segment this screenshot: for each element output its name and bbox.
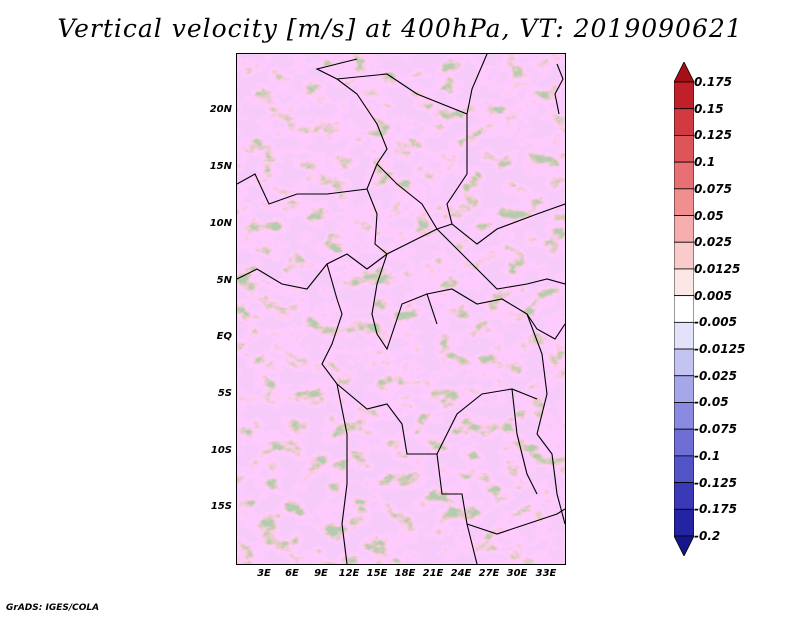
colorbar-label: -0.175 [694, 502, 737, 517]
colorbar-bin [674, 108, 694, 136]
colorbar-label: 0.075 [694, 181, 732, 196]
lat-label: 20N [209, 104, 232, 115]
colorbar-bin [674, 161, 694, 190]
colorbar-bin [674, 81, 694, 110]
colorbar-label: 0.05 [694, 208, 724, 223]
colorbar-arrow-top [674, 62, 694, 83]
colorbar-label: 0.0125 [694, 261, 741, 276]
colorbar-label: -0.2 [694, 529, 721, 543]
map-canvas [237, 54, 565, 564]
lon-label: 27E [478, 568, 500, 579]
colorbar-label: 0.175 [694, 75, 732, 89]
colorbar-arrow-bottom [674, 535, 694, 556]
lon-label: 6E [285, 568, 299, 579]
colorbar-label: 0.025 [694, 235, 732, 250]
colorbar-bin [674, 321, 694, 350]
colorbar-bin [674, 295, 694, 323]
colorbar-bin [674, 455, 694, 483]
chart-title: Vertical velocity [m/s] at 400hPa, VT: 2… [57, 14, 743, 43]
colorbar-bin [674, 508, 694, 537]
colorbar-bin [674, 402, 694, 430]
lat-label: 10N [209, 218, 232, 229]
colorbar-label: 0.125 [694, 128, 732, 143]
lon-label: 12E [338, 568, 360, 579]
lat-label: 10S [210, 445, 232, 456]
colorbar-label: 0.15 [694, 101, 724, 116]
colorbar-bin [674, 482, 694, 510]
map-panel [236, 53, 566, 565]
lon-label: 3E [257, 568, 271, 579]
country-borders [237, 54, 565, 564]
colorbar-bin [674, 241, 694, 270]
lat-label: 5S [217, 388, 232, 399]
lat-label: 15N [209, 161, 232, 172]
colorbar-label: -0.125 [694, 475, 737, 490]
colorbar [674, 62, 694, 556]
footer-credit: GrADS: IGES/COLA [6, 603, 100, 613]
colorbar-bin [674, 215, 694, 243]
colorbar-bin [674, 135, 694, 163]
colorbar-label: 0.005 [694, 288, 732, 303]
colorbar-bin [674, 375, 694, 403]
lon-label: 21E [422, 568, 444, 579]
lon-label: 15E [366, 568, 388, 579]
velocity-field [237, 54, 565, 564]
colorbar-bin [674, 188, 694, 216]
lat-label: 5N [216, 275, 232, 286]
lat-label: 15S [210, 501, 232, 512]
colorbar-bin [674, 348, 694, 377]
lon-label: 30E [506, 568, 528, 579]
lon-label: 9E [314, 568, 328, 579]
colorbar-label: -0.005 [694, 315, 737, 330]
lat-label: EQ [216, 331, 232, 342]
colorbar-label: -0.05 [694, 395, 729, 410]
colorbar-label: 0.1 [694, 155, 716, 170]
colorbar-bin [674, 268, 694, 297]
lon-label: 18E [394, 568, 416, 579]
colorbar-label: -0.1 [694, 448, 721, 463]
colorbar-bin [674, 428, 694, 457]
lon-label: 33E [535, 568, 557, 579]
colorbar-label: -0.075 [694, 422, 737, 437]
colorbar-label: -0.0125 [694, 342, 746, 357]
lon-label: 24E [450, 568, 472, 579]
colorbar-label: -0.025 [694, 368, 737, 383]
